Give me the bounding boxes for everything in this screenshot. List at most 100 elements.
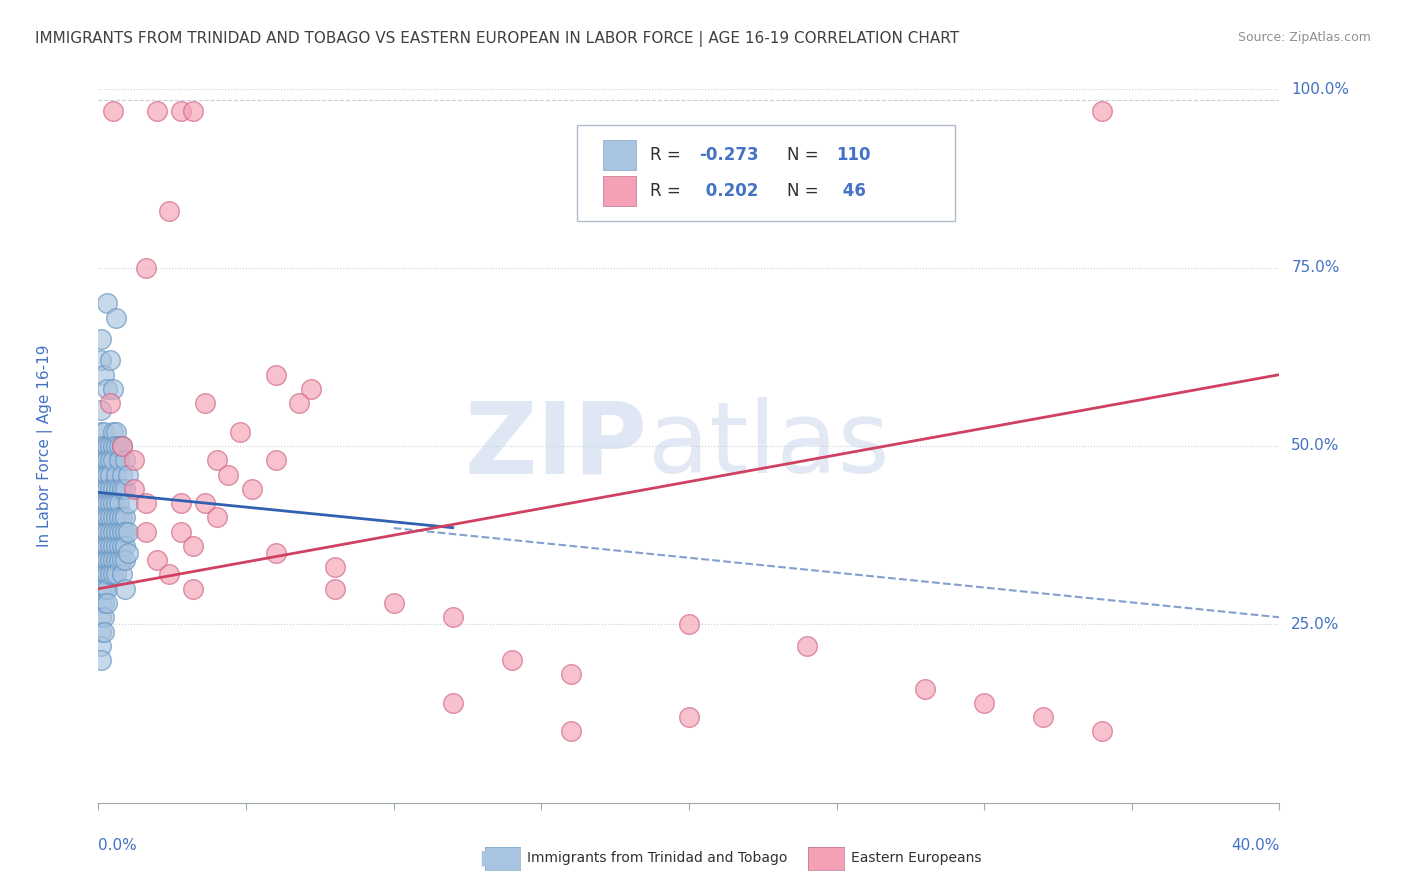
Point [264, 368, 287, 382]
Point [114, 510, 136, 524]
Text: 46: 46 [837, 182, 866, 200]
Point [1091, 724, 1114, 739]
Point [90, 482, 112, 496]
Point [170, 496, 193, 510]
Point [96, 567, 118, 582]
Point [96, 596, 118, 610]
Point [93, 553, 115, 567]
Point [135, 260, 157, 275]
Point [98, 353, 121, 368]
Text: 25.0%: 25.0% [1291, 617, 1340, 632]
Point [103, 103, 125, 118]
Point [93, 439, 115, 453]
Point [288, 396, 311, 410]
Point [90, 353, 112, 368]
Point [157, 567, 180, 582]
Point [103, 539, 125, 553]
Point [93, 610, 115, 624]
Point [170, 524, 193, 539]
Point [96, 382, 118, 396]
Point [117, 496, 139, 510]
Point [96, 524, 118, 539]
Point [105, 496, 128, 510]
Text: 100.0%: 100.0% [1291, 82, 1350, 96]
Point [90, 425, 112, 439]
Point [98, 524, 121, 539]
Point [103, 567, 125, 582]
Text: 110: 110 [837, 146, 872, 164]
Point [96, 582, 118, 596]
Point [111, 524, 134, 539]
Point [90, 524, 112, 539]
Point [103, 382, 125, 396]
Point [93, 582, 115, 596]
Point [98, 482, 121, 496]
Point [90, 403, 112, 417]
Text: atlas: atlas [648, 398, 889, 494]
Text: IMMIGRANTS FROM TRINIDAD AND TOBAGO VS EASTERN EUROPEAN IN LABOR FORCE | AGE 16-: IMMIGRANTS FROM TRINIDAD AND TOBAGO VS E… [35, 31, 959, 47]
Point [194, 496, 217, 510]
Point [103, 510, 125, 524]
Point [122, 482, 145, 496]
Point [105, 539, 128, 553]
Point [98, 553, 121, 567]
Point [90, 567, 112, 582]
Point [117, 546, 139, 560]
Point [103, 425, 125, 439]
Text: Source: ZipAtlas.com: Source: ZipAtlas.com [1237, 31, 1371, 45]
Point [105, 553, 128, 567]
Point [441, 610, 464, 624]
Text: 75.0%: 75.0% [1291, 260, 1340, 275]
Point [181, 103, 204, 118]
Point [105, 524, 128, 539]
Point [96, 439, 118, 453]
Point [90, 653, 112, 667]
Point [90, 639, 112, 653]
FancyBboxPatch shape [576, 125, 955, 221]
Point [98, 467, 121, 482]
Point [90, 553, 112, 567]
Point [105, 510, 128, 524]
Point [103, 553, 125, 567]
Point [117, 524, 139, 539]
Point [796, 639, 818, 653]
Text: -0.273: -0.273 [700, 146, 759, 164]
Point [441, 696, 464, 710]
Point [114, 524, 136, 539]
Point [96, 539, 118, 553]
Point [105, 439, 128, 453]
Point [90, 539, 112, 553]
Point [108, 439, 131, 453]
Point [98, 439, 121, 453]
Point [93, 482, 115, 496]
Point [93, 524, 115, 539]
Point [264, 453, 287, 467]
Text: ▪: ▪ [478, 844, 499, 872]
Point [98, 567, 121, 582]
Point [501, 653, 523, 667]
Point [111, 467, 134, 482]
Point [103, 496, 125, 510]
Bar [603, 176, 636, 205]
Point [93, 496, 115, 510]
Point [914, 681, 936, 696]
Point [93, 425, 115, 439]
Point [111, 482, 134, 496]
Point [382, 596, 405, 610]
Point [108, 510, 131, 524]
Point [560, 667, 582, 681]
Point [93, 596, 115, 610]
Point [122, 453, 145, 467]
Point [114, 539, 136, 553]
Point [96, 553, 118, 567]
Point [678, 617, 700, 632]
Point [103, 439, 125, 453]
Point [108, 453, 131, 467]
Point [111, 567, 134, 582]
Text: 0.0%: 0.0% [98, 838, 138, 854]
Point [90, 582, 112, 596]
Point [157, 203, 180, 218]
Text: 40.0%: 40.0% [1232, 838, 1279, 854]
Point [111, 439, 134, 453]
Point [1032, 710, 1054, 724]
